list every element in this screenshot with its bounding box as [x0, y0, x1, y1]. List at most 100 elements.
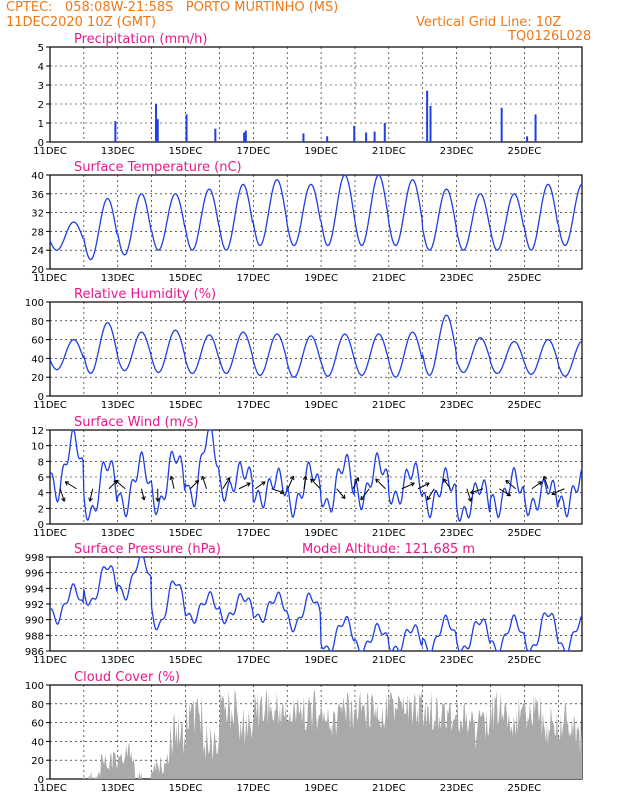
wind-arrow [505, 479, 516, 490]
wind-arrow [310, 478, 321, 490]
y-tick-label: 988 [25, 631, 44, 642]
wind-arrow-head [360, 495, 365, 501]
x-tick-label: 23DEC [440, 273, 474, 284]
y-tick-label: 4 [38, 489, 44, 500]
wind-arrow [189, 479, 200, 490]
y-tick-label: 6 [38, 473, 44, 484]
x-tick-label: 21DEC [372, 783, 406, 794]
wind-arrow-head [537, 481, 543, 486]
precip-bar [244, 130, 247, 142]
x-tick-label: 25DEC [508, 528, 542, 539]
y-tick-label: 992 [25, 600, 44, 611]
wind-arrow-head [194, 479, 200, 485]
wind-arrow [303, 476, 307, 489]
wind-arrow [201, 475, 208, 489]
y-tick-label: 10 [31, 442, 44, 453]
wind-arrow [352, 477, 359, 489]
x-tick-label: 13DEC [101, 273, 135, 284]
y-tick-label: 80 [31, 317, 44, 328]
wind-arrow [238, 482, 251, 490]
x-tick-label: 23DEC [440, 783, 474, 794]
header-code: TQ0126L028 [508, 29, 592, 44]
wind-arrow-head [506, 492, 511, 497]
precip-bar [526, 136, 529, 142]
y-tick-label: 60 [31, 719, 44, 730]
x-tick-label: 17DEC [236, 400, 270, 411]
wind-arrow-head [226, 477, 231, 482]
wind-arrow [64, 481, 77, 490]
precip-bar [353, 125, 356, 142]
x-tick-label: 23DEC [440, 400, 474, 411]
y-tick-label: 0 [38, 392, 44, 403]
panel-2: 20 24 28 32 36 40 11DEC 13DEC 15DEC 17DEC 19DEC 21D… [31, 160, 583, 284]
header-station: CPTEC: 058:08W-21:58S PORTO MURTINHO (MS… [6, 0, 339, 15]
wind-arrow-head [425, 482, 430, 487]
x-tick-label: 23DEC [440, 655, 474, 666]
y-tick-label: 998 [25, 553, 44, 564]
wind-arrow-head [310, 478, 315, 483]
wind-arrow [255, 481, 266, 490]
y-tick-label: 100 [25, 681, 44, 692]
y-tick-label: 28 [31, 227, 44, 238]
x-tick-label: 13DEC [101, 655, 135, 666]
wind-arrow [401, 482, 415, 490]
x-tick-label: 15DEC [169, 655, 203, 666]
panel-4: 0 2 4 6 8 10 12 11DEC 13DEC 15DEC 17DEC 19DEC 21DEC 2… [31, 415, 583, 539]
precip-bar [302, 133, 305, 142]
wind-arrow-head [141, 495, 146, 501]
panel-frame [49, 301, 583, 397]
wind-arrow [470, 488, 484, 494]
y-tick-label: 996 [25, 569, 44, 580]
x-tick-label: 11DEC [33, 400, 67, 411]
y-tick-label: 100 [25, 298, 44, 309]
header-grid-note: Vertical Grid Line: 10Z [416, 15, 562, 30]
wind-arrow-head [201, 475, 206, 481]
wind-arrow [360, 488, 370, 501]
x-tick-label: 17DEC [236, 655, 270, 666]
y-tick-label: 0 [38, 775, 44, 786]
x-tick-label: 25DEC [508, 273, 542, 284]
precip-bar [185, 114, 188, 142]
x-tick-label: 21DEC [372, 655, 406, 666]
y-tick-label: 60 [31, 336, 44, 347]
series-line [49, 314, 583, 378]
panel-title: Surface Temperature (nC) [74, 160, 242, 175]
y-tick-label: 36 [31, 190, 44, 201]
wind-arrow-head [114, 479, 120, 485]
y-tick-label: 0 [38, 520, 44, 531]
precip-bar [214, 128, 217, 142]
x-tick-label: 13DEC [101, 783, 135, 794]
precip-bar [243, 132, 246, 142]
x-tick-label: 15DEC [169, 400, 203, 411]
x-tick-label: 25DEC [508, 655, 542, 666]
y-tick-label: 40 [31, 171, 44, 182]
y-tick-label: 20 [31, 265, 44, 276]
wind-arrow-head [470, 489, 475, 495]
wind-arrow [426, 488, 435, 501]
x-tick-label: 13DEC [101, 400, 135, 411]
y-tick-label: 8 [38, 457, 44, 468]
y-tick-label: 0 [38, 138, 44, 149]
wind-arrow [89, 488, 94, 502]
y-tick-label: 32 [31, 209, 44, 220]
wind-arrow [271, 488, 285, 494]
panel-title: Precipitation (mm/h) [74, 32, 207, 47]
wind-arrow-head [64, 481, 70, 486]
x-tick-label: 11DEC [33, 655, 67, 666]
wind-arrow-head [341, 494, 346, 500]
precip-bar [500, 107, 503, 142]
y-tick-label: 24 [31, 246, 44, 257]
precip-bar [383, 123, 386, 142]
precip-bar [326, 136, 329, 142]
wind-arrow-head [426, 495, 431, 501]
wind-arrow-head [410, 482, 415, 487]
x-tick-label: 19DEC [304, 528, 338, 539]
precip-bar [155, 104, 158, 142]
wind-arrow [417, 482, 430, 490]
wind-arrow-head [88, 497, 93, 502]
x-tick-label: 25DEC [508, 783, 542, 794]
x-tick-label: 21DEC [372, 273, 406, 284]
x-tick-label: 21DEC [372, 146, 406, 157]
x-tick-label: 17DEC [236, 273, 270, 284]
